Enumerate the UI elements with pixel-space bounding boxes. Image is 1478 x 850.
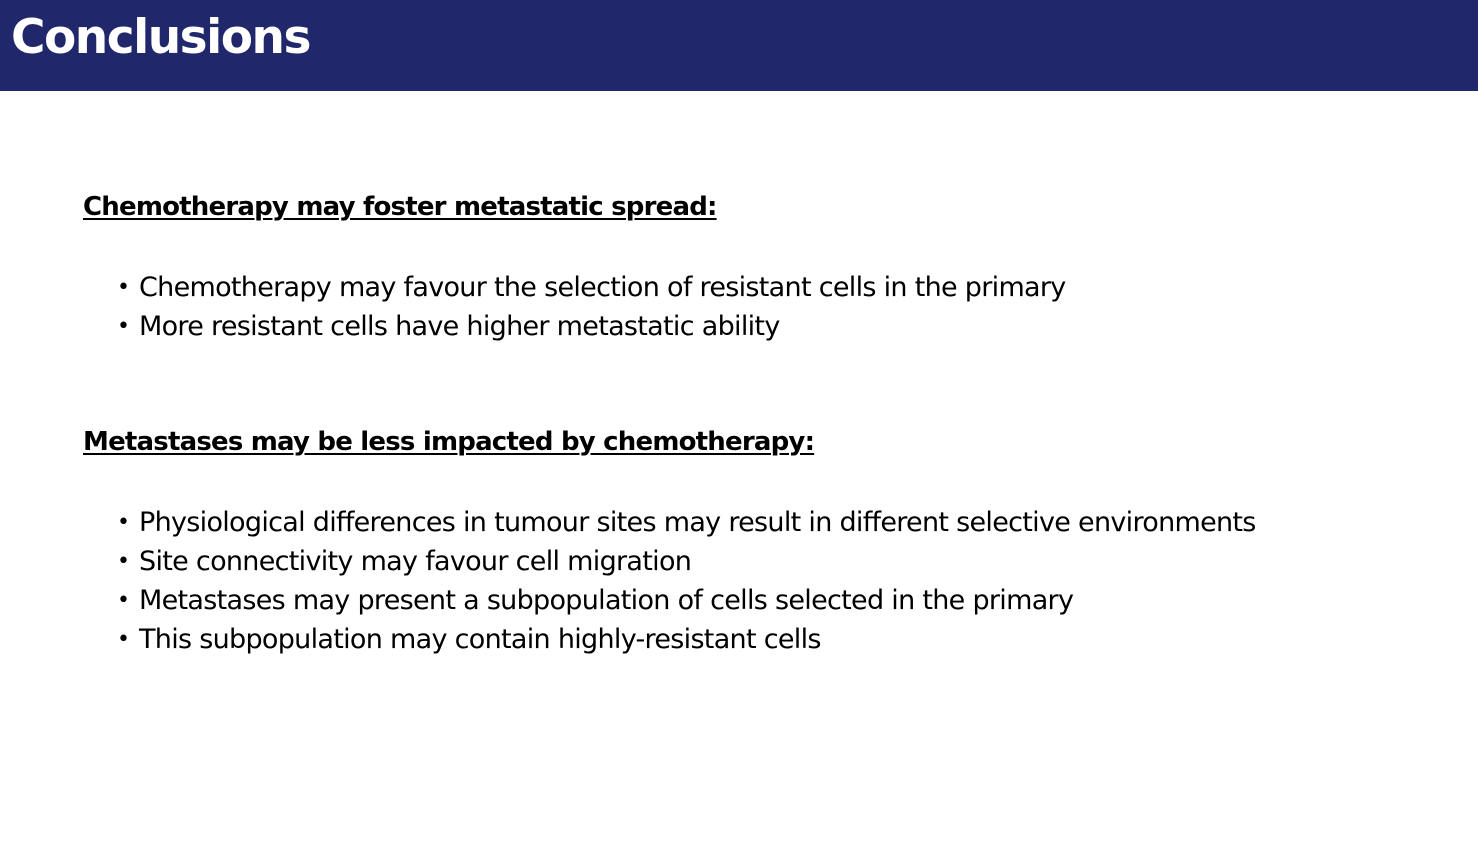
bullet-text: Physiological differences in tumour site… bbox=[139, 507, 1256, 538]
bullet-text: More resistant cells have higher metasta… bbox=[139, 311, 780, 342]
bullet-text: Site connectivity may favour cell migrat… bbox=[139, 546, 691, 577]
bullet-icon: • bbox=[117, 620, 129, 659]
section-heading: Metastases may be less impacted by chemo… bbox=[83, 425, 1256, 459]
section-metastases-impact: Metastases may be less impacted by chemo… bbox=[83, 425, 1256, 659]
bullet-item: • Site connectivity may favour cell migr… bbox=[83, 542, 1256, 581]
title-bar: Conclusions bbox=[0, 0, 1478, 91]
bullet-text: Metastases may present a subpopulation o… bbox=[139, 585, 1073, 616]
bullet-list: • Physiological differences in tumour si… bbox=[83, 503, 1256, 659]
bullet-icon: • bbox=[117, 542, 129, 581]
bullet-icon: • bbox=[117, 307, 129, 346]
bullet-item: • Physiological differences in tumour si… bbox=[83, 503, 1256, 542]
bullet-icon: • bbox=[117, 503, 129, 542]
bullet-icon: • bbox=[117, 581, 129, 620]
bullet-item: • Chemotherapy may favour the selection … bbox=[83, 268, 1066, 307]
bullet-item: • This subpopulation may contain highly-… bbox=[83, 620, 1256, 659]
bullet-icon: • bbox=[117, 268, 129, 307]
bullet-item: • More resistant cells have higher metas… bbox=[83, 307, 1066, 346]
bullet-list: • Chemotherapy may favour the selection … bbox=[83, 268, 1066, 346]
bullet-text: Chemotherapy may favour the selection of… bbox=[139, 272, 1066, 303]
section-chemotherapy-spread: Chemotherapy may foster metastatic sprea… bbox=[83, 190, 1066, 346]
slide-title: Conclusions bbox=[11, 6, 310, 70]
section-heading: Chemotherapy may foster metastatic sprea… bbox=[83, 190, 1066, 224]
bullet-item: • Metastases may present a subpopulation… bbox=[83, 581, 1256, 620]
bullet-text: This subpopulation may contain highly-re… bbox=[139, 624, 821, 655]
